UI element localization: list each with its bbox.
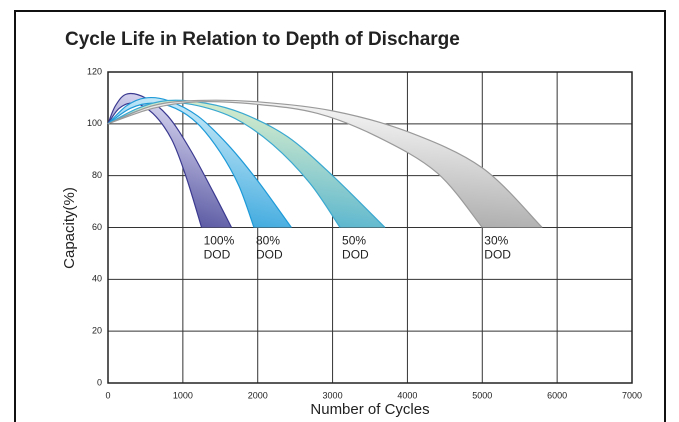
band-fill bbox=[108, 100, 385, 228]
x-tick-label: 1000 bbox=[173, 390, 193, 400]
band-fill bbox=[108, 97, 292, 228]
band-edge bbox=[107, 102, 203, 228]
x-tick-label: 2000 bbox=[248, 390, 268, 400]
band-label: 80% bbox=[256, 234, 280, 248]
x-tick-label: 7000 bbox=[622, 390, 642, 400]
band-label: 30% bbox=[484, 234, 508, 248]
band-edge bbox=[107, 96, 292, 228]
y-tick-label: 100 bbox=[87, 118, 102, 128]
y-tick-label: 60 bbox=[92, 222, 102, 232]
band-label: DOD bbox=[256, 248, 283, 262]
x-tick-label: 4000 bbox=[397, 390, 417, 400]
x-tick-label: 6000 bbox=[547, 390, 567, 400]
x-axis-label: Number of Cycles bbox=[310, 401, 429, 418]
x-tick-label: 0 bbox=[105, 390, 110, 400]
y-tick-label: 0 bbox=[97, 377, 102, 387]
band-label: 50% bbox=[342, 234, 366, 248]
band-edge bbox=[107, 102, 255, 228]
y-axis-label: Capacity(%) bbox=[61, 187, 78, 269]
x-tick-label: 3000 bbox=[323, 390, 343, 400]
band-edge bbox=[107, 99, 543, 228]
band-edge bbox=[107, 101, 483, 228]
x-tick-label: 5000 bbox=[472, 390, 492, 400]
band-fill bbox=[108, 100, 543, 228]
band-edge bbox=[107, 99, 386, 228]
chart-title: Cycle Life in Relation to Depth of Disch… bbox=[65, 29, 460, 50]
band-label: DOD bbox=[342, 248, 369, 262]
band-label: 100% bbox=[204, 234, 235, 248]
y-tick-label: 80 bbox=[92, 170, 102, 180]
frame bbox=[14, 10, 666, 422]
y-tick-label: 20 bbox=[92, 326, 102, 336]
band-label: DOD bbox=[484, 248, 511, 262]
y-tick-label: 120 bbox=[87, 66, 102, 76]
plot-border bbox=[107, 71, 633, 384]
y-tick-label: 40 bbox=[92, 274, 102, 284]
band-fill bbox=[108, 93, 232, 228]
band-label: DOD bbox=[204, 248, 231, 262]
